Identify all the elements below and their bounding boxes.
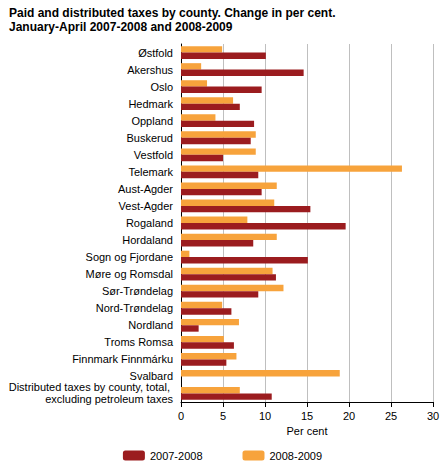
svg-text:10: 10: [259, 410, 271, 422]
svg-text:Paid and distributed taxes by: Paid and distributed taxes by county. Ch…: [9, 6, 336, 20]
svg-text:30: 30: [427, 410, 439, 422]
svg-text:0: 0: [178, 410, 184, 422]
svg-text:Vestfold: Vestfold: [134, 149, 173, 161]
svg-text:15: 15: [301, 410, 313, 422]
svg-text:2007-2008: 2007-2008: [150, 450, 203, 462]
svg-text:Telemark: Telemark: [128, 166, 173, 178]
svg-text:Troms Romsa: Troms Romsa: [104, 336, 174, 348]
svg-text:Svalbard: Svalbard: [129, 370, 173, 383]
svg-text:Østfold: Østfold: [138, 47, 173, 59]
svg-text:Per cent: Per cent: [287, 425, 328, 437]
svg-text:Akershus: Akershus: [127, 64, 173, 76]
svg-text:Distributed taxes by county, t: Distributed taxes by county, total,: [9, 381, 173, 393]
svg-text:Møre og Romsdal: Møre og Romsdal: [86, 268, 173, 280]
svg-text:20: 20: [343, 410, 355, 422]
svg-text:January-April 2007-2008 and 20: January-April 2007-2008 and 2008-2009: [9, 20, 233, 34]
svg-text:excluding petroleum taxes: excluding petroleum taxes: [45, 393, 173, 405]
svg-text:Aust-Agder: Aust-Agder: [118, 183, 173, 195]
svg-text:Rogaland: Rogaland: [126, 217, 173, 229]
svg-text:5: 5: [220, 410, 226, 422]
svg-text:Hordaland: Hordaland: [122, 234, 173, 246]
svg-text:Sogn og Fjordane: Sogn og Fjordane: [86, 251, 173, 263]
svg-text:Hedmark: Hedmark: [128, 98, 173, 110]
svg-text:Nord-Trøndelag: Nord-Trøndelag: [96, 302, 173, 314]
svg-text:Vest-Agder: Vest-Agder: [119, 200, 174, 212]
svg-text:Finnmark Finnmárku: Finnmark Finnmárku: [72, 353, 173, 365]
svg-text:Nordland: Nordland: [128, 319, 173, 331]
svg-text:Oslo: Oslo: [150, 81, 173, 93]
svg-text:2008-2009: 2008-2009: [270, 450, 323, 462]
svg-text:25: 25: [385, 410, 397, 422]
svg-text:Oppland: Oppland: [131, 115, 173, 127]
svg-text:Buskerud: Buskerud: [127, 132, 173, 144]
svg-text:Sør-Trøndelag: Sør-Trøndelag: [102, 285, 173, 297]
